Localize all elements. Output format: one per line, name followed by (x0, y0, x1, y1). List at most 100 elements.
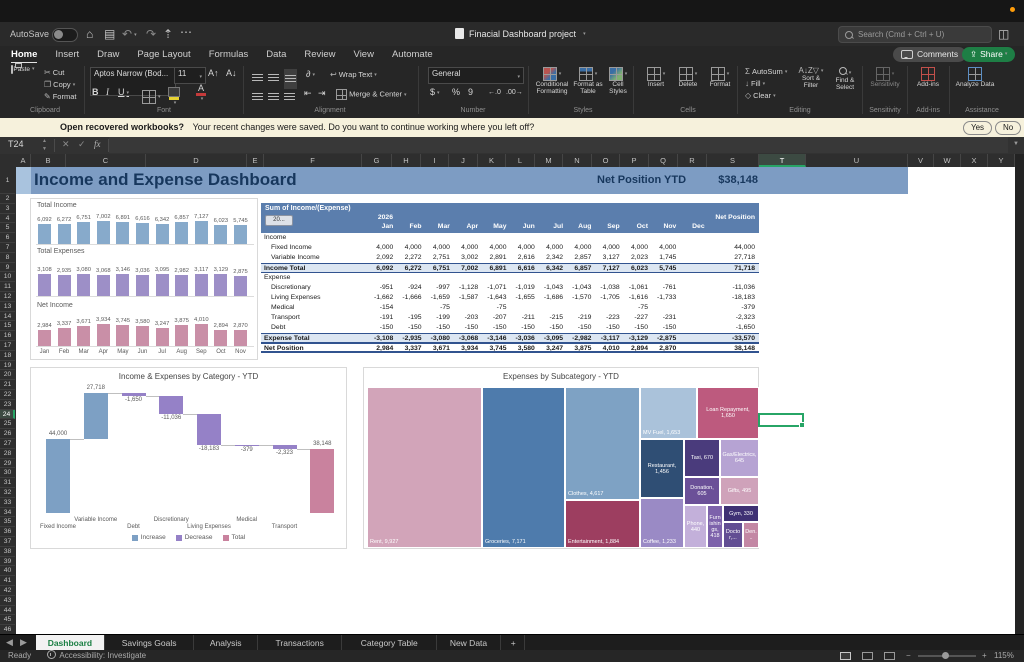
save-icon[interactable]: ▤ (104, 22, 115, 46)
sheet-canvas[interactable]: Income and Expense Dashboard Net Positio… (16, 167, 1015, 634)
treemap-chart-card[interactable]: Expenses by Subcategory - YTD Rent, 9,92… (363, 367, 759, 549)
align-top-button[interactable] (252, 69, 263, 87)
sensitivity-button[interactable]: ▾Sensitivity (868, 67, 902, 88)
column-header-P[interactable]: P (620, 154, 649, 167)
sheet-tab-category-table[interactable]: Category Table (342, 635, 437, 651)
enter-icon[interactable]: ✓ (78, 139, 86, 150)
column-header-T[interactable]: T (759, 154, 806, 167)
zoom-slider-handle[interactable] (942, 652, 949, 659)
formula-input[interactable] (109, 137, 1008, 153)
pivot-filter-button[interactable]: 20... (265, 215, 293, 226)
page-layout-view-icon[interactable] (862, 652, 873, 660)
column-header-K[interactable]: K (478, 154, 506, 167)
cell-styles-button[interactable]: ▾Cell Styles (604, 67, 632, 95)
row-header-1[interactable]: 1 (0, 167, 15, 194)
paste-button[interactable]: Paste▾ (6, 66, 40, 73)
ribbon-tab-formulas[interactable]: Formulas (209, 47, 249, 62)
underline-button[interactable]: U▾ (118, 87, 129, 97)
row-header-29[interactable]: 29 (0, 459, 15, 469)
increase-decimal-button[interactable]: .00→ (506, 89, 523, 96)
row-header-25[interactable]: 25 (0, 419, 15, 429)
column-header-F[interactable]: F (264, 154, 362, 167)
row-header-7[interactable]: 7 (0, 243, 15, 253)
undo-icon[interactable]: ↶▾ (122, 22, 137, 47)
zoom-level[interactable]: 115% (994, 650, 1014, 662)
align-center-button[interactable] (268, 88, 279, 106)
page-break-view-icon[interactable] (884, 652, 895, 660)
cancel-icon[interactable]: ✕ (62, 139, 70, 150)
column-header-S[interactable]: S (707, 154, 759, 167)
delete-cells-button[interactable]: ▾Delete (674, 67, 702, 88)
row-header-3[interactable]: 3 (0, 204, 15, 214)
align-right-button[interactable] (284, 88, 295, 106)
name-box-stepper[interactable]: ▲▼ (42, 137, 47, 153)
italic-button[interactable]: I (106, 87, 109, 97)
column-header-C[interactable]: C (66, 154, 146, 167)
ribbon-tab-automate[interactable]: Automate (392, 47, 433, 62)
row-header-26[interactable]: 26 (0, 429, 15, 439)
presenter-icon[interactable]: ◫ (998, 22, 1009, 46)
row-header-33[interactable]: 33 (0, 498, 15, 508)
format-painter-button[interactable]: ✎Format (44, 92, 76, 101)
font-size-select[interactable]: 11▾ (174, 67, 206, 84)
column-header-G[interactable]: G (362, 154, 392, 167)
analyze-data-button[interactable]: Analyze Data (955, 67, 995, 88)
column-header-L[interactable]: L (506, 154, 535, 167)
merge-center-button[interactable]: Merge & Center▾ (336, 89, 407, 100)
column-header-V[interactable]: V (908, 154, 934, 167)
sheet-tab-dashboard[interactable]: Dashboard (36, 635, 105, 651)
row-header-5[interactable]: 5 (0, 223, 15, 233)
ribbon-tab-home[interactable]: Home (11, 47, 37, 64)
autosave-toggle[interactable] (52, 28, 78, 42)
column-header-W[interactable]: W (934, 154, 961, 167)
clear-button[interactable]: ◇Clear▾ (745, 91, 776, 100)
comments-button[interactable]: Comments (893, 47, 966, 62)
row-header-42[interactable]: 42 (0, 586, 15, 596)
borders-button[interactable]: ▾ (142, 88, 161, 106)
row-header-4[interactable]: 4 (0, 214, 15, 224)
row-header-8[interactable]: 8 (0, 253, 15, 263)
sort-filter-button[interactable]: A↓Z▽▾Sort & Filter (796, 67, 826, 89)
ribbon-tab-data[interactable]: Data (266, 47, 286, 62)
document-title-group[interactable]: Finacial Dashboard project ▾ (455, 28, 586, 39)
row-header-34[interactable]: 34 (0, 508, 15, 518)
selected-cell[interactable] (758, 413, 804, 427)
row-header-36[interactable]: 36 (0, 527, 15, 537)
zoom-out-icon[interactable]: − (906, 650, 911, 662)
percent-button[interactable]: % (452, 87, 460, 97)
column-header-J[interactable]: J (449, 154, 478, 167)
sheet-tab-new-data[interactable]: New Data (437, 635, 501, 651)
column-header-H[interactable]: H (392, 154, 421, 167)
currency-button[interactable]: $▾ (430, 87, 440, 97)
row-header-6[interactable]: 6 (0, 233, 15, 243)
column-header-M[interactable]: M (535, 154, 563, 167)
row-header-24[interactable]: 24 (0, 410, 15, 420)
row-header-30[interactable]: 30 (0, 468, 15, 478)
yes-button[interactable]: Yes (963, 121, 992, 135)
row-header-35[interactable]: 35 (0, 517, 15, 527)
summary-charts-card[interactable]: Total Income6,0926,2726,7517,0026,8916,6… (30, 198, 258, 360)
share-button[interactable]: ⇪Share▾ (962, 47, 1015, 62)
decrease-indent-button[interactable]: ⇤ (304, 88, 312, 99)
font-name-select[interactable]: Aptos Narrow (Bod...▾ (90, 67, 176, 96)
row-header-9[interactable]: 9 (0, 263, 15, 273)
shrink-font-button[interactable]: A↓ (226, 68, 237, 78)
align-left-button[interactable] (252, 88, 263, 106)
name-box[interactable]: T24 (8, 139, 24, 149)
increase-indent-button[interactable]: ⇥ (318, 88, 326, 99)
row-header-13[interactable]: 13 (0, 302, 15, 312)
column-header-X[interactable]: X (961, 154, 988, 167)
insert-cells-button[interactable]: ▾Insert (642, 67, 670, 88)
column-header-Q[interactable]: Q (649, 154, 678, 167)
column-header-I[interactable]: I (421, 154, 449, 167)
bold-button[interactable]: B (92, 87, 99, 97)
format-as-table-button[interactable]: ▾Format as Table (572, 67, 604, 95)
row-header-14[interactable]: 14 (0, 312, 15, 322)
formula-bar-expand-icon[interactable]: ▼ (1013, 141, 1019, 147)
fx-icon[interactable]: fx (94, 139, 101, 149)
orientation-button[interactable]: ∂▾ (306, 69, 315, 79)
find-select-button[interactable]: ▾Find & Select (830, 67, 860, 91)
row-header-27[interactable]: 27 (0, 439, 15, 449)
document-title[interactable]: Finacial Dashboard project (469, 29, 576, 39)
number-format-select[interactable]: General▾ (428, 67, 524, 84)
